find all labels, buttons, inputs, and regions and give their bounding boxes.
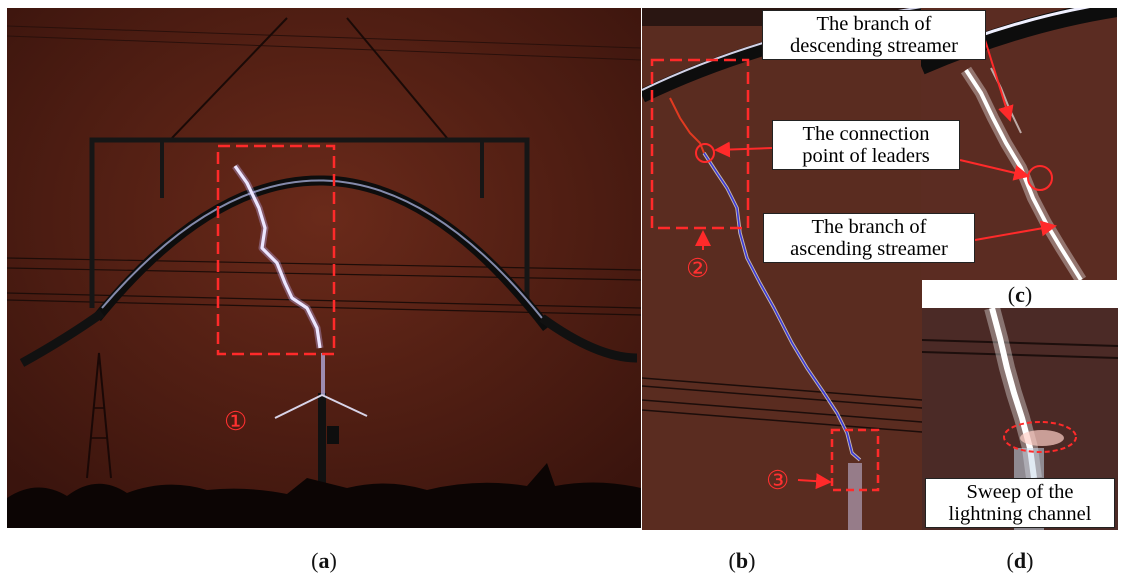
lightning-channel-closeup <box>642 8 922 530</box>
marker-one: ① <box>224 407 248 437</box>
callout-channel-sweep: Sweep of the lightning channel <box>925 478 1115 528</box>
photo-panel-b <box>642 8 922 530</box>
callout-ascending-streamer: The branch of ascending streamer <box>763 213 975 263</box>
marker-two: ② <box>686 254 710 284</box>
callout-descending-streamer: The branch of descending streamer <box>762 10 986 60</box>
wind-turbine-lightning-scene <box>7 8 641 528</box>
panel-a-caption: (a) <box>311 548 337 573</box>
callout-connection-point: The connection point of leaders <box>772 120 960 170</box>
photo-panel-a <box>7 8 641 528</box>
marker-three: ③ <box>766 466 790 496</box>
panel-d-caption: (d) <box>1006 548 1034 573</box>
panel-b-caption: (b) <box>728 548 756 573</box>
panel-c-caption: (c) <box>922 281 1118 308</box>
